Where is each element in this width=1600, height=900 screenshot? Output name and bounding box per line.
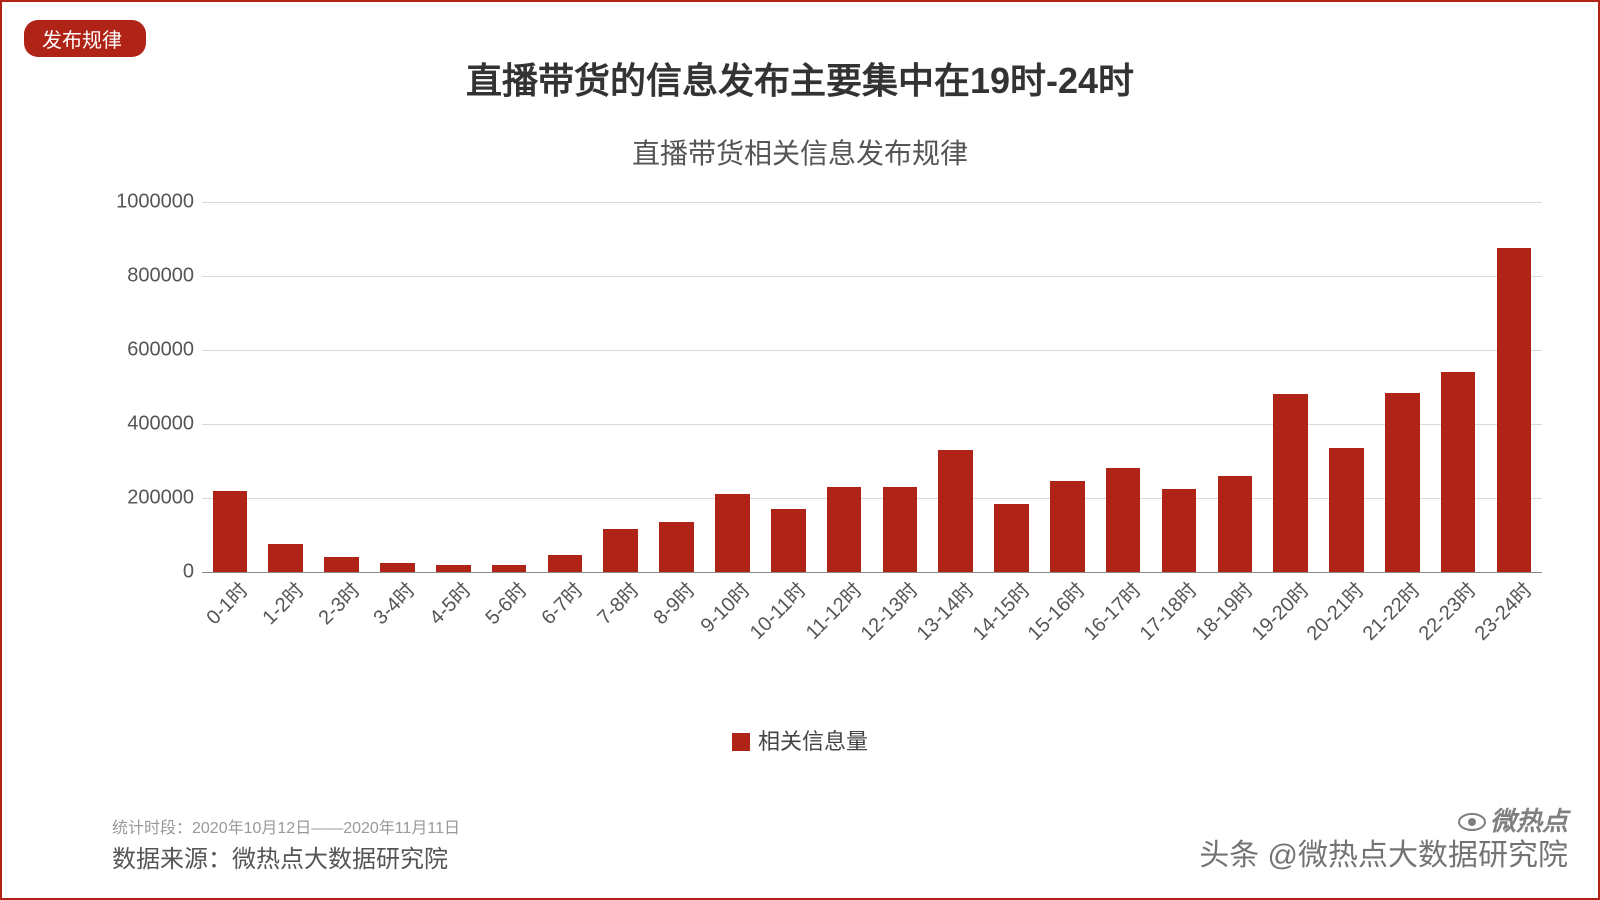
bar <box>883 487 918 572</box>
bar-slot: 13-14时 <box>928 202 984 572</box>
bar-slot: 8-9时 <box>649 202 705 572</box>
bar <box>436 565 471 572</box>
bar-slot: 9-10时 <box>704 202 760 572</box>
legend-label: 相关信息量 <box>758 729 868 754</box>
bar-slot: 7-8时 <box>593 202 649 572</box>
x-tick-label: 7-8时 <box>589 575 644 630</box>
x-axis-line <box>202 572 1542 573</box>
plot-area: 0-1时1-2时2-3时3-4时4-5时5-6时6-7时7-8时8-9时9-10… <box>202 202 1542 572</box>
x-tick-label: 22-23时 <box>1411 575 1482 646</box>
x-tick-label: 10-11时 <box>742 575 812 645</box>
bar <box>603 529 638 572</box>
bar <box>1218 476 1253 572</box>
bar-slot: 17-18时 <box>1151 202 1207 572</box>
bar <box>324 557 359 572</box>
bar-slot: 19-20时 <box>1263 202 1319 572</box>
chart-title-main: 直播带货的信息发布主要集中在19时-24时 <box>2 52 1598 104</box>
bar <box>1050 481 1085 572</box>
bar <box>827 487 862 572</box>
x-tick-label: 14-15时 <box>964 575 1035 646</box>
bar <box>380 563 415 572</box>
bar <box>1497 248 1532 572</box>
x-tick-label: 4-5时 <box>421 575 476 630</box>
bar-slot: 14-15时 <box>984 202 1040 572</box>
bar-slot: 16-17时 <box>1095 202 1151 572</box>
chart-title-sub: 直播带货相关信息发布规律 <box>2 132 1598 172</box>
x-tick-label: 18-19时 <box>1187 575 1258 646</box>
y-tick-label: 0 <box>74 561 194 584</box>
bar <box>1385 393 1420 572</box>
x-tick-label: 5-6时 <box>477 575 532 630</box>
x-tick-label: 13-14时 <box>908 575 979 646</box>
x-tick-label: 19-20时 <box>1243 575 1314 646</box>
bar-slot: 0-1时 <box>202 202 258 572</box>
bar-slot: 20-21时 <box>1319 202 1375 572</box>
bar-slot: 23-24时 <box>1486 202 1542 572</box>
bar-slot: 5-6时 <box>481 202 537 572</box>
bar <box>771 509 806 572</box>
bar-slot: 3-4时 <box>369 202 425 572</box>
bar <box>1441 372 1476 572</box>
y-tick-label: 400000 <box>74 413 194 436</box>
page: 发布规律 直播带货的信息发布主要集中在19时-24时 直播带货相关信息发布规律 … <box>0 0 1600 900</box>
bar-slot: 2-3时 <box>314 202 370 572</box>
x-tick-label: 17-18时 <box>1131 575 1202 646</box>
bar-slot: 21-22时 <box>1374 202 1430 572</box>
bar-slot: 12-13时 <box>872 202 928 572</box>
x-tick-label: 2-3时 <box>310 575 365 630</box>
bar <box>1162 489 1197 572</box>
bar <box>715 494 750 572</box>
bar-slot: 10-11时 <box>760 202 816 572</box>
bar <box>1329 448 1364 572</box>
bar <box>659 522 694 572</box>
bar <box>213 491 248 572</box>
x-tick-label: 16-17时 <box>1076 575 1147 646</box>
bar <box>994 504 1029 572</box>
bar-slot: 6-7时 <box>537 202 593 572</box>
y-tick-label: 200000 <box>74 487 194 510</box>
x-tick-label: 23-24时 <box>1466 575 1537 646</box>
y-tick-label: 1000000 <box>74 191 194 214</box>
x-tick-label: 1-2时 <box>254 575 309 630</box>
bar <box>1273 394 1308 572</box>
y-tick-label: 800000 <box>74 265 194 288</box>
y-tick-label: 600000 <box>74 339 194 362</box>
bar-slot: 15-16时 <box>1039 202 1095 572</box>
bar <box>1106 468 1141 572</box>
legend: 相关信息量 <box>2 724 1598 756</box>
bar-slot: 11-12时 <box>816 202 872 572</box>
bars-container: 0-1时1-2时2-3时3-4时4-5时5-6时6-7时7-8时8-9时9-10… <box>202 202 1542 572</box>
x-tick-label: 6-7时 <box>533 575 588 630</box>
legend-swatch <box>732 733 750 751</box>
x-tick-label: 8-9时 <box>645 575 700 630</box>
x-tick-label: 21-22时 <box>1355 575 1426 646</box>
x-tick-label: 3-4时 <box>366 575 421 630</box>
bar <box>268 544 303 572</box>
watermark-attribution: 头条 @微热点大数据研究院 <box>1199 830 1568 874</box>
footer-period: 统计时段：2020年10月12日——2020年11月11日 <box>112 814 460 838</box>
x-tick-label: 11-12时 <box>798 575 868 645</box>
x-tick-label: 0-1时 <box>198 575 253 630</box>
x-tick-label: 12-13时 <box>852 575 923 646</box>
bar <box>938 450 973 572</box>
x-tick-label: 20-21时 <box>1299 575 1370 646</box>
bar-slot: 4-5时 <box>425 202 481 572</box>
bar-slot: 18-19时 <box>1207 202 1263 572</box>
bar-chart: 02000004000006000008000001000000 0-1时1-2… <box>102 202 1542 592</box>
bar <box>492 565 527 572</box>
bar-slot: 22-23时 <box>1430 202 1486 572</box>
bar <box>548 555 583 572</box>
bar-slot: 1-2时 <box>258 202 314 572</box>
x-tick-label: 15-16时 <box>1020 575 1091 646</box>
footer-source: 数据来源：微热点大数据研究院 <box>112 839 448 874</box>
